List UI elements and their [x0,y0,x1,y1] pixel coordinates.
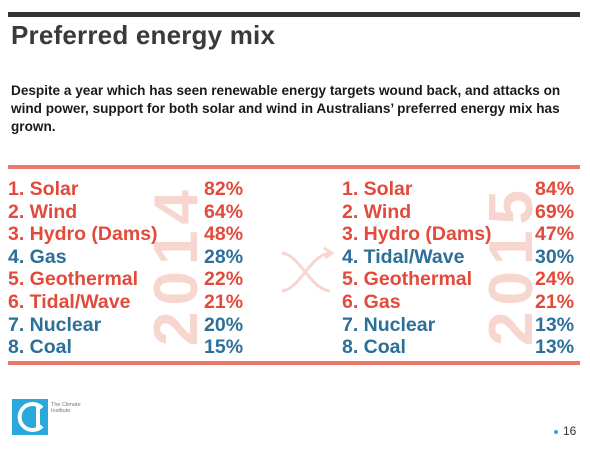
energy-source-name: 6. Tidal/Wave [8,290,131,313]
energy-source-name: 6. Gas [342,290,401,313]
energy-support-percent: 82% [204,178,244,200]
energy-support-percent: 15% [204,336,244,359]
energy-source-name: 4. Tidal/Wave [342,245,465,268]
energy-source-name: 5. Geothermal [8,268,139,291]
energy-support-percent: 28% [204,245,244,268]
energy-source-name: 8. Coal [342,336,406,359]
energy-source-name: 4. Gas [8,245,67,268]
energy-source-name: 5. Geothermal [342,268,473,291]
energy-support-percent: 30% [535,245,575,268]
energy-source-name: 3. Hydro (Dams) [342,223,492,246]
slide-subtitle: Despite a year which has seen renewable … [11,83,561,134]
energy-support-percent: 69% [535,200,575,223]
logo-text: The Climate Institute [51,402,81,414]
energy-source-name: 2. Wind [342,200,412,223]
energy-support-percent: 24% [535,268,575,291]
slide-title: Preferred energy mix [11,20,276,50]
energy-source-name: 1. Solar [8,178,79,200]
energy-support-percent: 21% [204,290,244,313]
bullet-dot-icon [554,429,558,434]
year-watermark-left: 2014 [142,184,211,346]
energy-support-percent: 21% [535,290,575,313]
top-divider [8,12,580,17]
energy-source-name: 7. Nuclear [342,313,436,336]
energy-support-percent: 47% [535,223,575,246]
energy-source-name: 1. Solar [342,178,413,200]
energy-support-percent: 13% [535,336,575,359]
energy-support-percent: 64% [204,200,244,223]
energy-support-percent: 13% [535,313,575,336]
energy-source-name: 2. Wind [8,200,78,223]
energy-source-name: 8. Coal [8,336,72,359]
climate-institute-logo-icon [12,399,48,435]
energy-support-percent: 22% [204,268,244,291]
swap-arrows-icon [281,246,335,293]
page-number: 16 [554,424,576,438]
page-number-value: 16 [563,424,577,438]
energy-source-name: 3. Hydro (Dams) [8,223,158,246]
energy-source-name: 7. Nuclear [8,313,102,336]
energy-support-percent: 20% [204,313,244,336]
table-top-rule [8,165,580,169]
year-watermark-right: 2015 [477,184,546,346]
energy-support-percent: 48% [204,223,244,246]
table-bottom-rule [8,361,580,365]
energy-support-percent: 84% [535,178,575,200]
